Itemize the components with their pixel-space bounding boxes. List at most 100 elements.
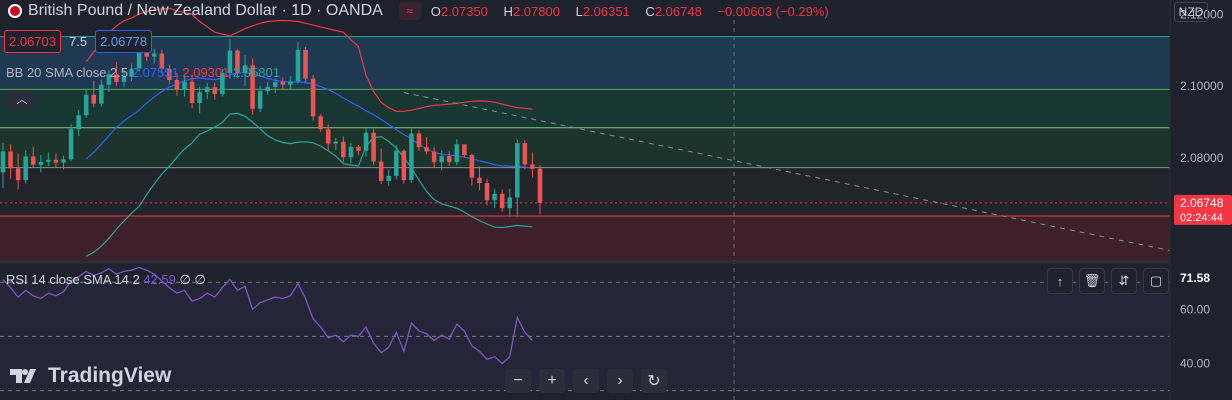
scroll-right-icon[interactable]: › xyxy=(607,369,633,393)
candle-body xyxy=(386,175,392,181)
close-value: 2.06748 xyxy=(654,3,702,19)
rsi-line xyxy=(2,266,533,365)
high-value: 2.07800 xyxy=(512,3,560,19)
bb-legend[interactable]: BB 20 SMA close 2.5 2.07551 2.09301 2.05… xyxy=(6,65,280,80)
fib-zone xyxy=(0,127,1170,168)
collapse-legend-button[interactable]: ︿ xyxy=(8,90,36,108)
reset-icon[interactable]: ↻ xyxy=(641,369,667,393)
candle-body xyxy=(235,50,240,73)
candle-body xyxy=(537,168,543,203)
chevron-up-icon: ︿ xyxy=(16,94,28,106)
candle-body xyxy=(378,161,384,181)
countdown-label: 02:24:44 xyxy=(1180,212,1223,224)
candle-body xyxy=(325,129,331,144)
candle-body xyxy=(159,53,165,69)
candle-body xyxy=(469,155,475,178)
price-tick-label: 2.12000 xyxy=(1180,7,1224,21)
candle-body xyxy=(83,94,89,116)
candle-body xyxy=(295,49,301,82)
fib-zone xyxy=(0,89,1170,128)
last-price-label: 2.06748 xyxy=(1180,196,1224,210)
candle-body xyxy=(257,91,263,109)
candle-body xyxy=(363,132,369,151)
candle-body xyxy=(204,87,210,93)
candle-body xyxy=(227,50,233,74)
candle-body xyxy=(91,94,97,104)
candle-body xyxy=(114,74,119,82)
trend-line[interactable] xyxy=(403,92,1171,252)
candle-body xyxy=(265,86,270,92)
bb-upper-line xyxy=(85,7,533,112)
candle-body xyxy=(409,133,414,181)
candle-body xyxy=(250,65,255,109)
zoom-out-icon[interactable]: − xyxy=(505,369,531,393)
fib-zone-top xyxy=(0,36,1170,90)
currency-selector[interactable]: NZD xyxy=(1174,2,1208,22)
rsi-value: 42.59 xyxy=(143,272,176,287)
candle-body xyxy=(68,129,74,160)
candle-body xyxy=(38,161,44,165)
candle-body xyxy=(136,51,142,69)
candle-body xyxy=(303,49,308,79)
candle-body xyxy=(174,80,180,90)
grid xyxy=(0,20,1170,400)
bb-name: BB 20 SMA close 2.5 xyxy=(6,65,129,80)
candles[interactable] xyxy=(0,39,543,217)
arrow-up-icon[interactable]: ↑ xyxy=(1047,268,1073,294)
candle-body xyxy=(431,151,437,163)
candle-body xyxy=(499,193,505,209)
candle-body xyxy=(446,156,452,163)
fibonacci-retracement[interactable] xyxy=(0,36,1170,262)
compare-icon[interactable]: ≈ xyxy=(398,2,421,20)
candle-body xyxy=(46,159,51,162)
tradingview-logo[interactable]: TradingView xyxy=(10,364,171,388)
bb-upper-value: 2.09301 xyxy=(182,65,230,80)
maximize-icon[interactable]: ▢ xyxy=(1143,268,1169,294)
candle-body xyxy=(454,144,460,163)
candle-body xyxy=(439,156,444,163)
candle-body xyxy=(484,183,490,201)
collapse-icon[interactable]: ⇵ xyxy=(1111,268,1137,294)
rsi-legend[interactable]: RSI 14 close SMA 14 2 42.59 ∅ ∅ xyxy=(6,272,206,288)
chart-header: British Pound / New Zealand Dollar · 1D … xyxy=(0,0,835,22)
bb-lower-value: 2.05801 xyxy=(233,65,280,80)
symbol-title[interactable]: British Pound / New Zealand Dollar · 1D … xyxy=(28,2,383,19)
candle-body xyxy=(129,68,134,77)
trend-line-segment xyxy=(403,92,1171,252)
gbp-flag-icon xyxy=(8,4,22,18)
candle-body xyxy=(167,68,172,81)
trash-icon[interactable]: 🗑 xyxy=(1079,268,1105,294)
pane-controls: ↑ 🗑 ⇵ ▢ xyxy=(1047,268,1169,294)
candle-body xyxy=(522,143,528,165)
bb-lower-line xyxy=(85,112,533,257)
tradingview-logo-icon xyxy=(10,369,36,383)
candle-body xyxy=(492,193,497,201)
rsi-extra-1: ∅ xyxy=(179,272,191,287)
candle-body xyxy=(76,115,81,130)
change-value: −0.00603 (−0.29%) xyxy=(717,3,829,19)
sell-button[interactable]: 2.06703 xyxy=(4,30,61,53)
candle-body xyxy=(515,143,520,198)
candle-body xyxy=(356,146,361,151)
ohlc-readout: O2.07350 H2.07800 L2.06351 C2.06748 −0.0… xyxy=(430,3,829,19)
zoom-in-icon[interactable]: + xyxy=(539,369,565,393)
brand-name: TradingView xyxy=(48,364,172,387)
candle-body xyxy=(182,81,187,90)
candle-body xyxy=(53,159,59,163)
price-axis[interactable]: 2.12000 2.10000 2.08000 2.06748 02:24:44 60.0… xyxy=(1169,0,1232,400)
bb-basis-value: 2.07551 xyxy=(131,65,179,80)
candle-body xyxy=(318,116,323,130)
last-price-badge xyxy=(1174,194,1232,225)
candle-body xyxy=(288,81,293,85)
rsi-name: RSI 14 close SMA 14 2 xyxy=(6,272,140,287)
navigation-bar: − + ‹ › ↻ xyxy=(505,369,675,393)
candle-body xyxy=(189,81,195,104)
buy-button[interactable]: 2.06778 xyxy=(95,30,153,53)
candle-body xyxy=(220,73,225,95)
candle-body xyxy=(121,76,127,82)
candle-body xyxy=(424,147,429,152)
low-value: 2.06351 xyxy=(582,3,630,19)
candle-body xyxy=(310,78,316,117)
scroll-left-icon[interactable]: ‹ xyxy=(573,369,599,393)
